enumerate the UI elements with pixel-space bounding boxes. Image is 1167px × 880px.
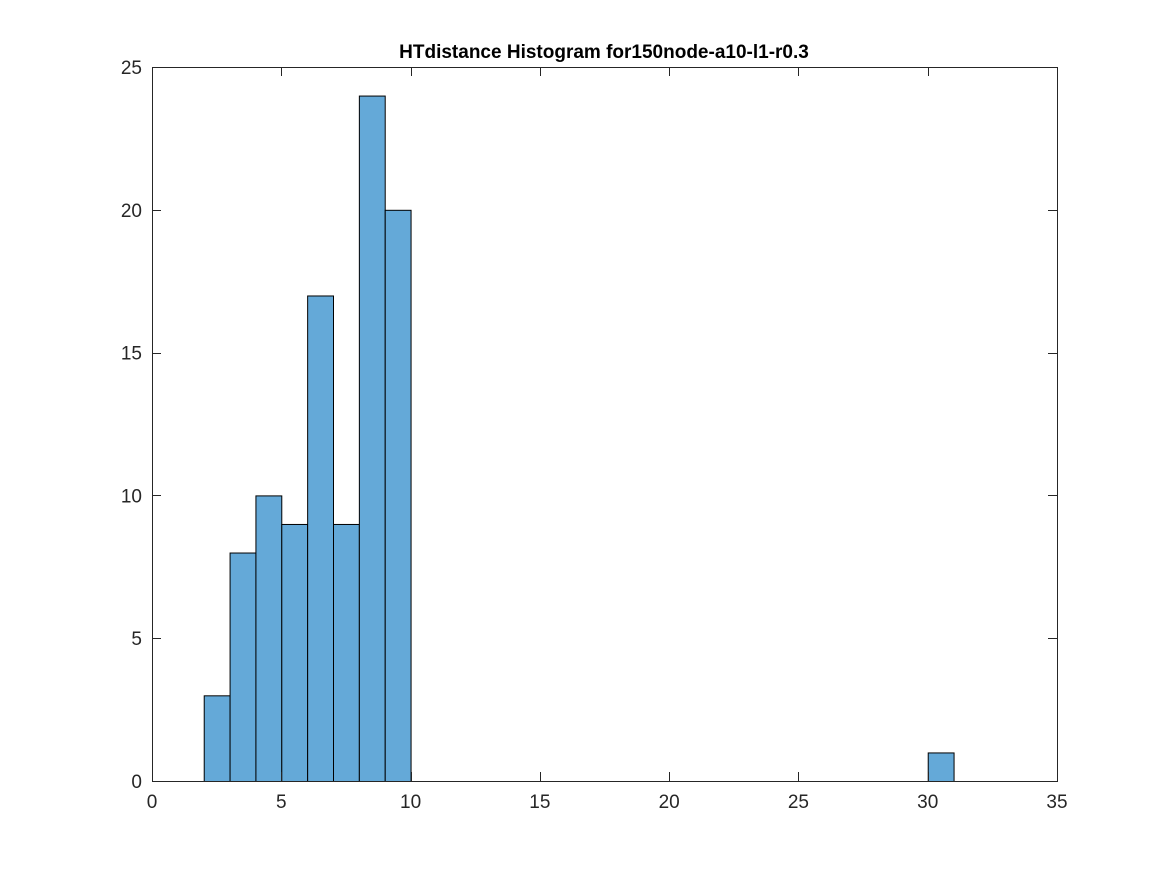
histogram-bar bbox=[307, 295, 334, 782]
histogram-bar bbox=[281, 523, 309, 783]
x-tick-label: 35 bbox=[1046, 792, 1067, 813]
histogram-bar bbox=[927, 752, 955, 783]
histogram-bar bbox=[384, 209, 412, 783]
chart-title: HTdistance Histogram for150node-a10-l1-r… bbox=[399, 42, 809, 63]
x-tick-labels: 0 5 10 15 20 25 30 35 bbox=[147, 792, 1068, 813]
x-tick-label: 5 bbox=[276, 792, 287, 813]
x-tick-label: 20 bbox=[659, 792, 680, 813]
y-tick-label: 20 bbox=[121, 201, 142, 222]
axes-box bbox=[152, 67, 1058, 782]
x-tick-label: 0 bbox=[147, 792, 158, 813]
y-tick-label: 15 bbox=[121, 344, 142, 365]
x-tick-label: 25 bbox=[788, 792, 809, 813]
histogram-bar bbox=[203, 695, 231, 783]
histogram-bar bbox=[358, 95, 386, 782]
y-tick-label: 10 bbox=[121, 486, 142, 507]
y-tick-label: 25 bbox=[121, 58, 142, 79]
histogram-bar bbox=[229, 552, 257, 783]
y-tick-label: 0 bbox=[131, 772, 142, 793]
x-tick-label: 10 bbox=[400, 792, 421, 813]
y-tick-label: 5 bbox=[131, 629, 142, 650]
x-tick-label: 30 bbox=[917, 792, 938, 813]
x-tick-label: 15 bbox=[529, 792, 550, 813]
y-tick-labels: 0 5 10 15 20 25 bbox=[121, 58, 142, 793]
histogram-bars bbox=[203, 95, 955, 783]
histogram-bar bbox=[255, 495, 283, 782]
histogram-bar bbox=[333, 523, 360, 783]
plot-area: 0 5 10 15 20 25 30 35 0 5 10 15 20 25 bbox=[121, 58, 1068, 813]
